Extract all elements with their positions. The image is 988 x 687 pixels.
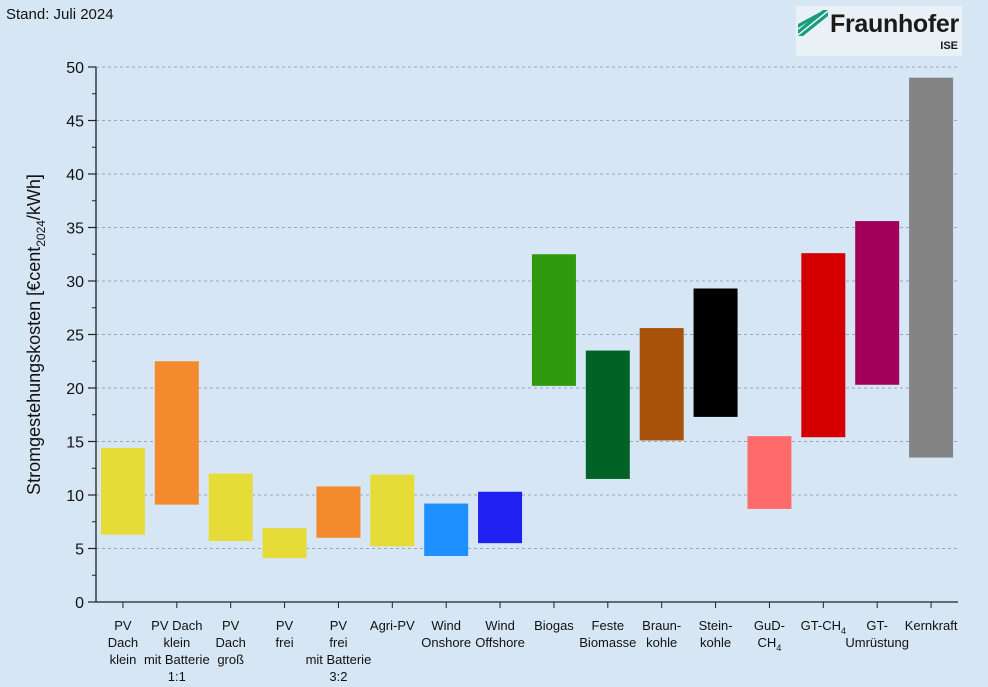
bar-biogas (531, 254, 576, 386)
x-tick-label: PV Dach klein (108, 618, 138, 667)
x-tick-label: Stein-kohle (699, 618, 733, 650)
y-tick-label: 50 (66, 60, 84, 77)
bar-kernkraft (909, 77, 954, 458)
bar-pv-frei-mit-batterie-3-2 (316, 486, 361, 538)
x-tick-label: PV Dach groß (216, 618, 246, 667)
x-tick-label: GT-CH4 (801, 618, 846, 636)
x-tick-label: Braun-kohle (642, 618, 681, 650)
bar-pv-dach-groß (208, 473, 253, 542)
y-tick-label: 0 (75, 595, 84, 612)
x-tick-label: Kernkraft (905, 618, 958, 633)
y-tick-label: 40 (66, 167, 84, 184)
x-tick-label: Wind Offshore (475, 618, 525, 650)
bar-feste-biomasse (585, 350, 630, 479)
fraunhofer-logo-icon (798, 10, 828, 36)
x-tick-label: PV Dach klein mit Batterie 1:1 (144, 618, 210, 684)
bar-pv-dach-klein-mit-batterie-1-1 (154, 361, 199, 505)
bar-wind-offshore (478, 491, 523, 544)
bar-agri-pv (370, 474, 415, 547)
x-tick-label: GT-Umrüstung (845, 618, 909, 650)
y-tick-label: 30 (66, 274, 84, 291)
x-tick-label: Biogas (534, 618, 574, 633)
x-tick-label: Feste Biomasse (579, 618, 636, 650)
y-tick-label: 20 (66, 381, 84, 398)
logo-name: Fraunhofer (830, 10, 959, 38)
bar-gt-umrüstung (855, 221, 900, 385)
y-axis-label: Stromgestehungskosten [€cent2024/kWh] (24, 174, 48, 495)
logo-sub: ISE (940, 40, 958, 52)
fraunhofer-logo: Fraunhofer ISE (796, 6, 962, 56)
bar-braun-kohle (639, 328, 684, 441)
bar-gud-ch4 (747, 436, 792, 509)
bar-pv-dach-klein (100, 447, 145, 535)
x-tick-label: PV frei mit Batterie 3:2 (306, 618, 372, 684)
x-tick-label: Wind Onshore (421, 618, 471, 650)
y-tick-label: 5 (75, 542, 84, 559)
x-tick-label: PV frei (276, 618, 294, 650)
bar-stein-kohle (693, 288, 738, 417)
bar-pv-frei (262, 528, 307, 559)
x-tick-label: GuD-CH4 (754, 618, 785, 653)
y-tick-label: 10 (66, 488, 84, 505)
y-tick-label: 45 (66, 114, 84, 131)
bar-wind-onshore (424, 503, 469, 556)
y-tick-label: 15 (66, 435, 84, 452)
y-tick-label: 35 (66, 221, 84, 238)
y-tick-label: 25 (66, 328, 84, 345)
bar-gt-ch4 (801, 253, 846, 438)
stand-date: Stand: Juli 2024 (6, 6, 114, 23)
x-tick-label: Agri-PV (370, 618, 415, 633)
